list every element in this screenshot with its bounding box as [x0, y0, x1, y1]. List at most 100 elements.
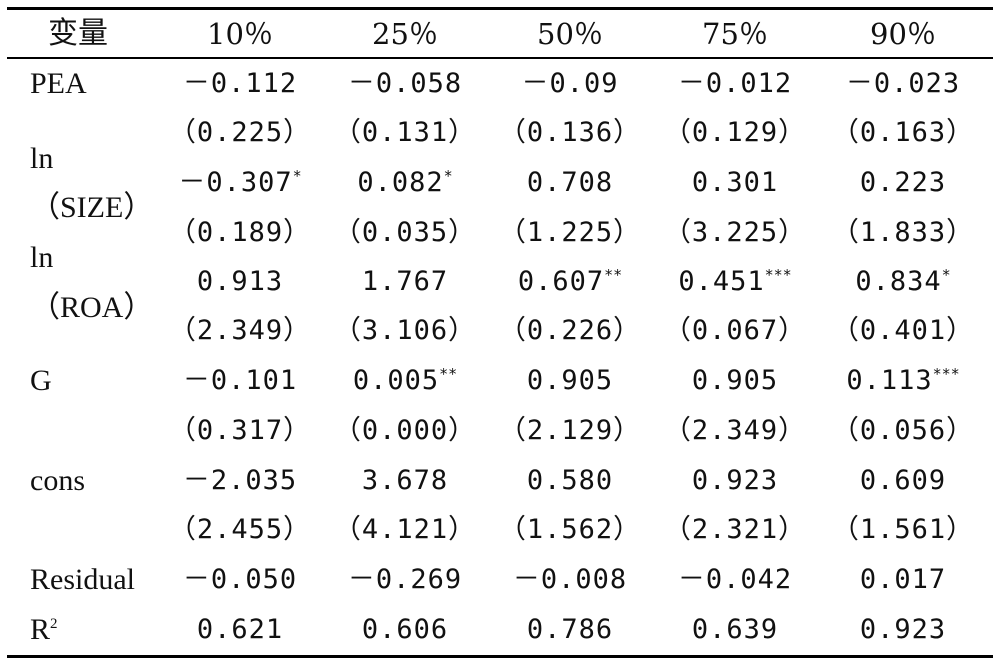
table-cell: （0.317） — [155, 411, 325, 451]
cell-value: 0.905 — [526, 365, 614, 396]
table-cell: 0.905 — [485, 361, 655, 401]
table-cell: （1.562） — [485, 510, 655, 550]
table-cell: 0.223 — [818, 163, 988, 203]
cell-value: －0.008 — [512, 564, 628, 595]
row-label-text: （SIZE） — [30, 191, 154, 224]
superscript: 2 — [50, 616, 58, 632]
table-cell: －0.012 — [650, 64, 820, 104]
table-cell: （1.833） — [818, 213, 988, 253]
cell-value: 0.913 — [196, 266, 284, 297]
table-cell: （0.035） — [320, 213, 490, 253]
table-cell: 0.708 — [485, 163, 655, 203]
cell-value: （0.136） — [498, 117, 642, 148]
row-label-text: ln — [30, 142, 54, 175]
significance-stars: * — [292, 167, 302, 185]
cell-value: 0.082 — [357, 167, 444, 198]
cell-value: 0.607 — [517, 266, 605, 297]
table-cell: 0.905 — [650, 361, 820, 401]
table-cell: （0.189） — [155, 213, 325, 253]
table-cell: 0.621 — [155, 610, 325, 650]
table-cell: 0.017 — [818, 560, 988, 600]
cell-value: －0.050 — [182, 564, 298, 595]
cell-value: （1.833） — [831, 217, 975, 248]
cell-value: 0.923 — [691, 465, 779, 496]
table-cell: （2.129） — [485, 411, 655, 451]
row-label: R2 — [30, 610, 58, 650]
cell-value: 0.017 — [859, 564, 947, 595]
table-cell: （0.163） — [818, 113, 988, 153]
cell-value: 0.905 — [691, 365, 779, 396]
table-cell: （0.226） — [485, 311, 655, 351]
significance-stars: * — [941, 266, 951, 284]
cell-value: 0.606 — [361, 614, 449, 645]
table-cell: 0.113*** — [818, 361, 988, 401]
cell-value: 0.580 — [526, 465, 614, 496]
cell-value: （0.000） — [333, 415, 477, 446]
cell-value: －0.058 — [347, 68, 463, 99]
header-q50: 50％ — [537, 17, 603, 51]
cell-value: －0.269 — [347, 564, 463, 595]
cell-value: －0.042 — [677, 564, 793, 595]
row-label: （SIZE） — [30, 188, 153, 228]
cell-value: 0.923 — [859, 614, 947, 645]
row-label-text: PEA — [30, 67, 87, 100]
cell-value: （0.189） — [168, 217, 312, 248]
table-cell: （2.321） — [650, 510, 820, 550]
cell-value: －0.023 — [845, 68, 961, 99]
cell-value: 0.834 — [855, 266, 942, 297]
cell-value: （0.131） — [333, 117, 477, 148]
table-cell: 0.609 — [818, 461, 988, 501]
row-label: PEA — [30, 64, 87, 104]
row-label-text: ln — [30, 241, 54, 274]
row-label: ln — [30, 139, 53, 179]
cell-value: 3.678 — [361, 465, 449, 496]
cell-value: －0.112 — [182, 68, 298, 99]
cell-value: （1.561） — [831, 514, 975, 545]
header-rule — [7, 57, 993, 59]
cell-value: （0.226） — [498, 315, 642, 346]
table-cell: －0.307* — [155, 163, 325, 203]
table-cell: （1.225） — [485, 213, 655, 253]
cell-value: （0.317） — [168, 415, 312, 446]
cell-value: （2.129） — [498, 415, 642, 446]
cell-value: 0.223 — [859, 167, 947, 198]
row-label: cons — [30, 461, 85, 501]
table-cell: （2.455） — [155, 510, 325, 550]
cell-value: （0.035） — [333, 217, 477, 248]
cell-value: 0.005 — [352, 365, 440, 396]
header-q90: 90％ — [870, 17, 936, 51]
cell-value: （1.562） — [498, 514, 642, 545]
table-cell: －2.035 — [155, 461, 325, 501]
header-variable: 变量 — [48, 16, 108, 51]
cell-value: 0.621 — [196, 614, 284, 645]
cell-value: （0.067） — [663, 315, 807, 346]
table-cell: （1.561） — [818, 510, 988, 550]
table-cell: －0.101 — [155, 361, 325, 401]
table-cell: －0.058 — [320, 64, 490, 104]
table-cell: （2.349） — [650, 411, 820, 451]
bottom-rule — [7, 655, 993, 658]
header-q10: 10％ — [207, 17, 273, 51]
row-label-text: R — [30, 613, 51, 646]
row-label: ln — [30, 238, 53, 278]
table-cell: （0.136） — [485, 113, 655, 153]
cell-value: （2.349） — [168, 315, 312, 346]
table-cell: （0.225） — [155, 113, 325, 153]
row-label-text: （ROA） — [30, 291, 154, 324]
table-cell: 0.786 — [485, 610, 655, 650]
significance-stars: ** — [604, 266, 623, 284]
table-cell: 0.607** — [485, 262, 655, 302]
table-cell: －0.023 — [818, 64, 988, 104]
cell-value: （4.121） — [333, 514, 477, 545]
table-cell: 1.767 — [320, 262, 490, 302]
table-cell: －0.050 — [155, 560, 325, 600]
table-cell: －0.008 — [485, 560, 655, 600]
table-cell: 0.082* — [320, 163, 490, 203]
significance-stars: *** — [932, 365, 960, 383]
cell-value: （0.163） — [831, 117, 975, 148]
cell-value: （2.321） — [663, 514, 807, 545]
table-cell: （3.225） — [650, 213, 820, 253]
table-cell: 0.451*** — [650, 262, 820, 302]
table-cell: 0.301 — [650, 163, 820, 203]
cell-value: （0.401） — [831, 315, 975, 346]
